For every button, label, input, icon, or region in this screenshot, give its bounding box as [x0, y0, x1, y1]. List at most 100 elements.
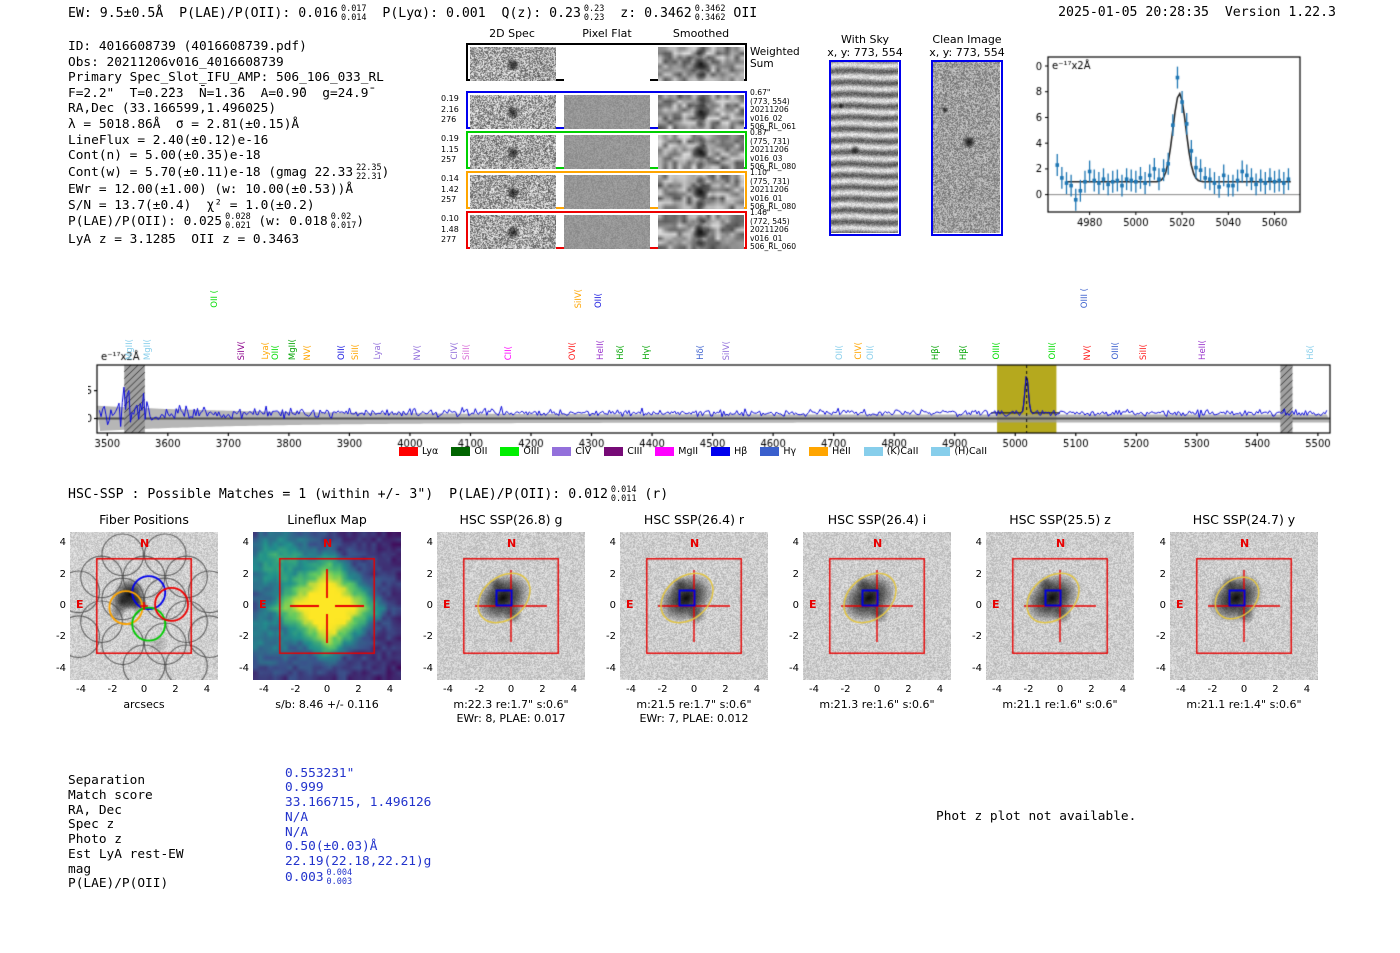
- spec2d-row-left-labels: 0.19 2.16 276: [441, 94, 465, 126]
- panel-ytick: -2: [606, 631, 616, 643]
- sup-sub-fraction: 22.35 22.31: [356, 163, 382, 182]
- panel-xtick: -2: [290, 684, 301, 695]
- text-segment: Obs: 20211206v016_4016608739: [68, 54, 284, 70]
- text-segment: P(Lyα): 0.001 Q(z): 0.23: [366, 6, 581, 22]
- sup-sub-fraction: 0.017 0.014: [341, 4, 367, 23]
- right-label-line: 506_RL_080: [750, 162, 797, 172]
- sup-sub-fraction: 0.004 0.003: [327, 868, 353, 887]
- panel-caption: m:21.3 re:1.6" s:0.6": [819, 698, 935, 711]
- legend-item: (H)CaII: [931, 446, 987, 457]
- legend-label: OII: [474, 446, 488, 457]
- text-segment: λ = 5018.86Å σ = 2.81(±0.15)Å: [68, 116, 300, 132]
- spec2d-pixelflat-canvas: [564, 215, 650, 249]
- panel-ytick: -2: [56, 631, 66, 643]
- panel-ytick: 2: [1159, 568, 1166, 580]
- text-segment: F=2.2" T=0.2̄23 N̄=1.3̄6 A=0.9̄0 g=24.9̄: [68, 85, 369, 101]
- left-label-line: 257: [441, 195, 457, 204]
- panel-ytick: -2: [972, 631, 982, 643]
- panel-xtick: 4: [1119, 684, 1127, 695]
- text-segment: LineFlux = 2.40(±0.12)e-16: [68, 132, 269, 148]
- panel-xtick: 4: [386, 684, 394, 695]
- legend-swatch: [760, 447, 780, 456]
- right-label-line: 506_RL_080: [750, 202, 797, 212]
- sub-value: 0.017: [330, 221, 357, 232]
- panel-ytick: -4: [1156, 662, 1166, 674]
- sup-sub-fraction: 0.028 0.021: [225, 213, 251, 232]
- legend-swatch: [655, 447, 675, 456]
- panel-ytick: 0: [426, 600, 433, 611]
- sup-sub-fraction: 0.02 0.017: [330, 212, 357, 232]
- panel-ytick: -4: [789, 662, 799, 674]
- panel-title-hsc-y: HSC SSP(24.7) y: [1192, 512, 1296, 527]
- panel-ytick: 0: [975, 600, 982, 611]
- panel-ytick: 0: [59, 600, 66, 611]
- panel-xtick: -4: [626, 684, 637, 695]
- legend-item: Hβ: [711, 446, 747, 457]
- panel-xtick: -4: [76, 684, 87, 695]
- spec2d-row-right-labels: 0.87" (775, 731) 20211206 v016_03 506_RL_080: [750, 128, 806, 172]
- right-label-line: v016_01: [750, 233, 783, 243]
- right-label-line: 0.87": [750, 128, 771, 137]
- info-line-10: S/N = 13.7(±0.4) χ² = 1.0(±0.2): [68, 198, 389, 214]
- photz-note: Phot z plot not available.: [936, 809, 1137, 824]
- spec2d-row-left-labels: 0.10 1.48 277: [441, 214, 465, 246]
- text-segment: Primary Spec_Slot_IFU_AMP: 506_106_033_R…: [68, 70, 384, 86]
- spec2d-smoothed-canvas: [658, 135, 744, 169]
- panel-xtick: -4: [443, 684, 454, 695]
- spec2d-pixelflat-canvas: [564, 47, 650, 81]
- right-label-line: (775, 731): [750, 176, 790, 186]
- compass-north-label: N: [873, 537, 883, 550]
- text-segment: OII: [725, 6, 758, 22]
- panel-xtick: 4: [936, 684, 944, 695]
- legend-swatch: [604, 447, 624, 456]
- emission-line-label: SiIV(: [573, 288, 584, 308]
- panel-xtick: 0: [690, 684, 698, 695]
- left-label-line: 0.19: [441, 134, 459, 143]
- right-label-line: v016_01: [750, 193, 783, 203]
- compass-north-label: N: [140, 537, 150, 550]
- legend-item: Hγ: [760, 446, 796, 457]
- compass-north-label: N: [1056, 537, 1066, 550]
- panel-xtick: 0: [1240, 684, 1248, 695]
- compass-east-label: E: [992, 598, 1000, 611]
- text-segment: RA,Dec (33.166599,1.496025): [68, 101, 277, 117]
- panel-ytick: 2: [426, 568, 433, 580]
- legend-swatch: [931, 447, 951, 456]
- match-value: 0.553231": [285, 765, 355, 781]
- legend-label: OIII: [523, 446, 540, 457]
- match-label: Est LyA rest-EW: [68, 846, 184, 862]
- info-line-2: Primary Spec_Slot_IFU_AMP: 506_106_033_R…: [68, 70, 389, 86]
- spectrum-legend: Lyα OII OIII CIV CIII MgII Hβ Hγ HeII (K)CaII (H)C…: [399, 446, 987, 457]
- info-line-8: Cont(w) = 5.70(±0.11)e-18 (gmag 22.33 22.…: [68, 163, 389, 182]
- right-label-line: v016_02: [750, 113, 783, 123]
- text-segment: z: 0.3462: [604, 6, 692, 22]
- left-label-line: 277: [441, 235, 457, 244]
- with-sky-canvas: [831, 62, 898, 233]
- text-segment: S/N = 13.7(±0.4) χ² = 1.0(±0.2): [68, 197, 315, 213]
- legend-swatch: [809, 447, 829, 456]
- line-zoom-plot: [1035, 45, 1365, 240]
- panel-xtick: -4: [259, 684, 270, 695]
- compass-north-label: N: [1240, 537, 1250, 550]
- left-label-line: 276: [441, 115, 457, 124]
- match-value: 0.999: [285, 780, 324, 796]
- text-segment: LyA z = 3.1285 OII z = 0.3463: [68, 231, 300, 247]
- compass-north-label: N: [507, 537, 517, 550]
- compass-east-label: E: [76, 598, 84, 611]
- panel-title-hsc-z: HSC SSP(25.5) z: [1009, 512, 1111, 527]
- legend-item: (K)CaII: [863, 446, 918, 457]
- sup-value: 0.02: [330, 212, 352, 223]
- clean-image-canvas: [933, 62, 1000, 233]
- sup-sub-fraction: 0.3462 0.3462: [695, 4, 726, 23]
- panel-caption2: EWr: 7, PLAE: 0.012: [639, 712, 749, 725]
- sub-value: 22.31: [356, 171, 382, 182]
- panel-xtick: 0: [323, 684, 331, 695]
- legend-label: Hγ: [783, 446, 797, 457]
- panel-title-hsc-r: HSC SSP(26.4) r: [643, 512, 745, 527]
- spec2d-noise-canvas: [470, 215, 556, 249]
- spec2d-row-left-labels: 0.19 1.15 257: [441, 134, 465, 166]
- text-segment: Cont(w) = 5.70(±0.11)e-18 (gmag 22.33: [68, 164, 354, 180]
- left-label-line: 0.14: [441, 174, 459, 183]
- sky-subtitle-line: x, y: 773, 554: [929, 46, 1005, 59]
